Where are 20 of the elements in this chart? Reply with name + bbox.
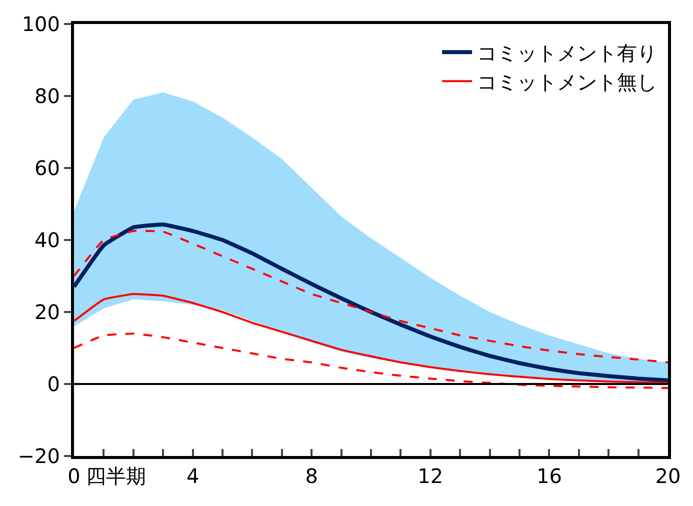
y-tick-label: 100 <box>22 12 60 36</box>
legend-label: コミットメント有り <box>477 40 658 65</box>
x-tick-label: 12 <box>418 464 444 488</box>
line-series <box>74 332 668 389</box>
y-tick-label: 40 <box>34 228 60 252</box>
x-tick-label: 0 <box>68 464 80 488</box>
y-tick-label: −20 <box>18 444 60 468</box>
x-tick-label: 20 <box>655 464 681 488</box>
y-tick-label: 80 <box>34 84 60 108</box>
y-tick-label: 20 <box>34 300 60 324</box>
x-tick-label: 16 <box>536 464 562 488</box>
legend-label: コミットメント無し <box>477 70 658 94</box>
x-axis-title: 四半期 <box>86 464 146 488</box>
y-tick-label: 60 <box>34 156 60 180</box>
line-series <box>74 230 668 364</box>
x-tick-label: 4 <box>186 464 200 488</box>
line-series <box>74 222 668 382</box>
line-series <box>74 293 668 384</box>
y-tick-label: 0 <box>47 372 60 396</box>
x-tick-label: 8 <box>305 464 318 488</box>
